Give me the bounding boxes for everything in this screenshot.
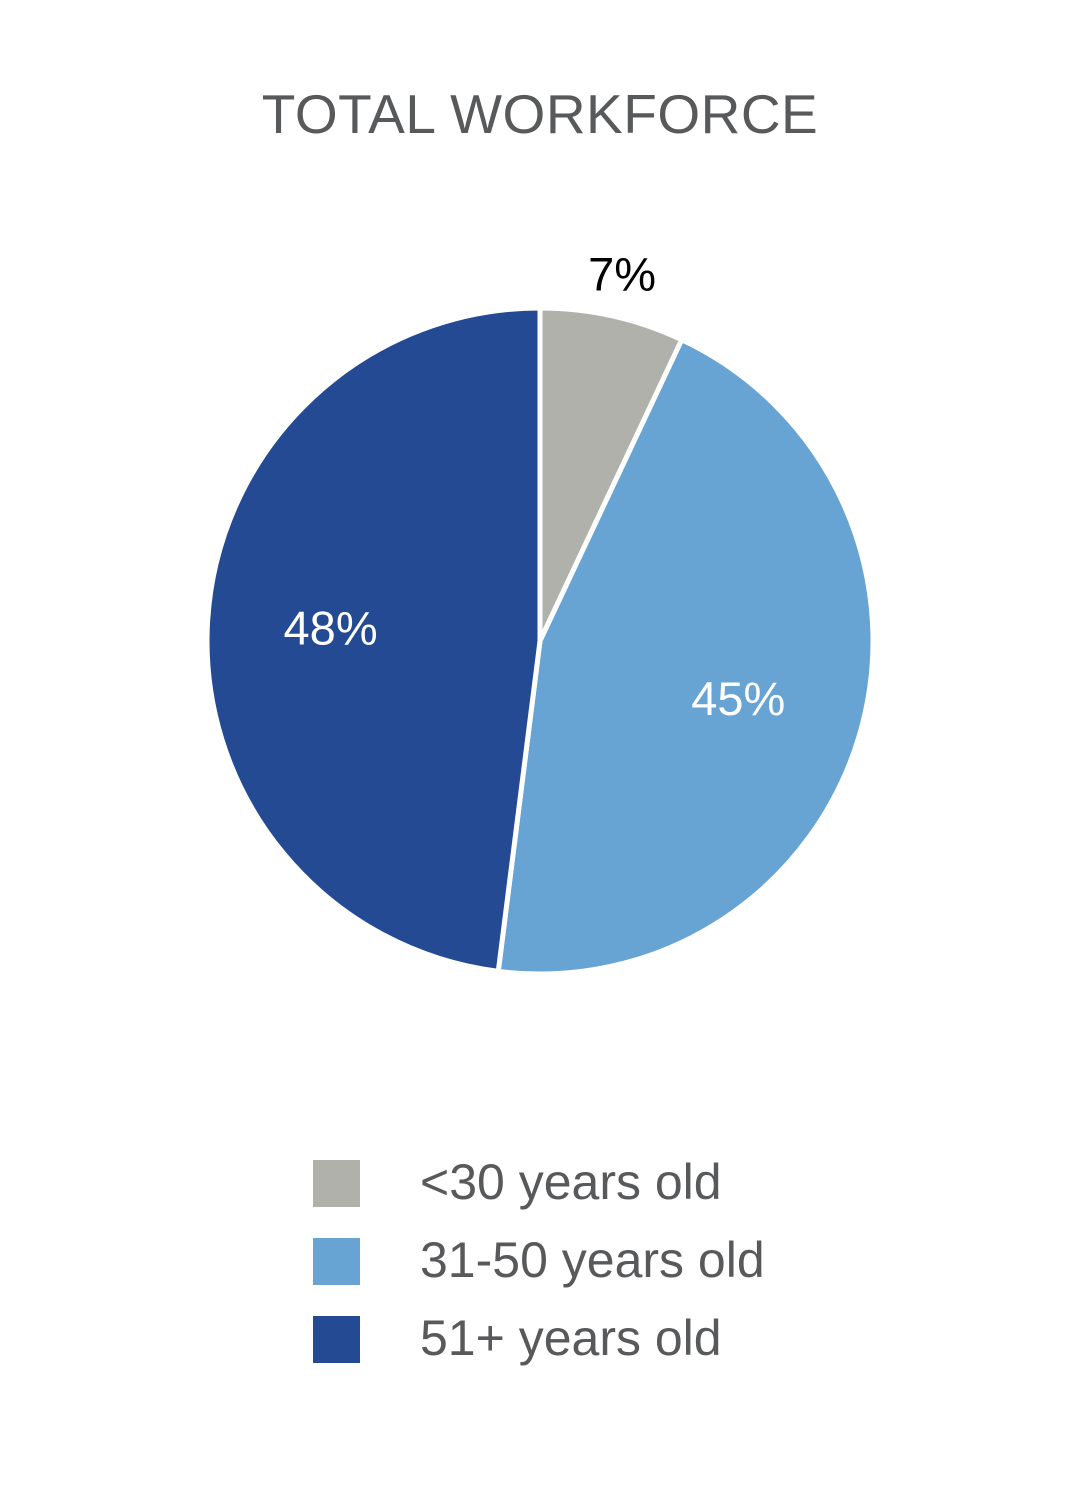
legend-swatch-31-50 bbox=[313, 1238, 360, 1285]
legend-label-under-30: <30 years old bbox=[420, 1154, 722, 1210]
legend-label-51-plus: 51+ years old bbox=[420, 1310, 722, 1366]
legend-swatch-51-plus bbox=[313, 1316, 360, 1363]
pie-slice-31-50 bbox=[495, 337, 876, 977]
pie-chart: 7% 45% 48% bbox=[204, 247, 876, 977]
data-label-31-50: 45% bbox=[691, 672, 785, 725]
pie-slice-under-30 bbox=[537, 305, 685, 644]
legend-label-31-50: 31-50 years old bbox=[420, 1232, 765, 1288]
data-label-under-30: 7% bbox=[588, 247, 656, 300]
pie-slice-51-plus bbox=[204, 305, 543, 974]
data-label-51-plus: 48% bbox=[284, 601, 378, 654]
chart-title: TOTAL WORKFORCE bbox=[261, 83, 819, 145]
legend-swatch-under-30 bbox=[313, 1160, 360, 1207]
